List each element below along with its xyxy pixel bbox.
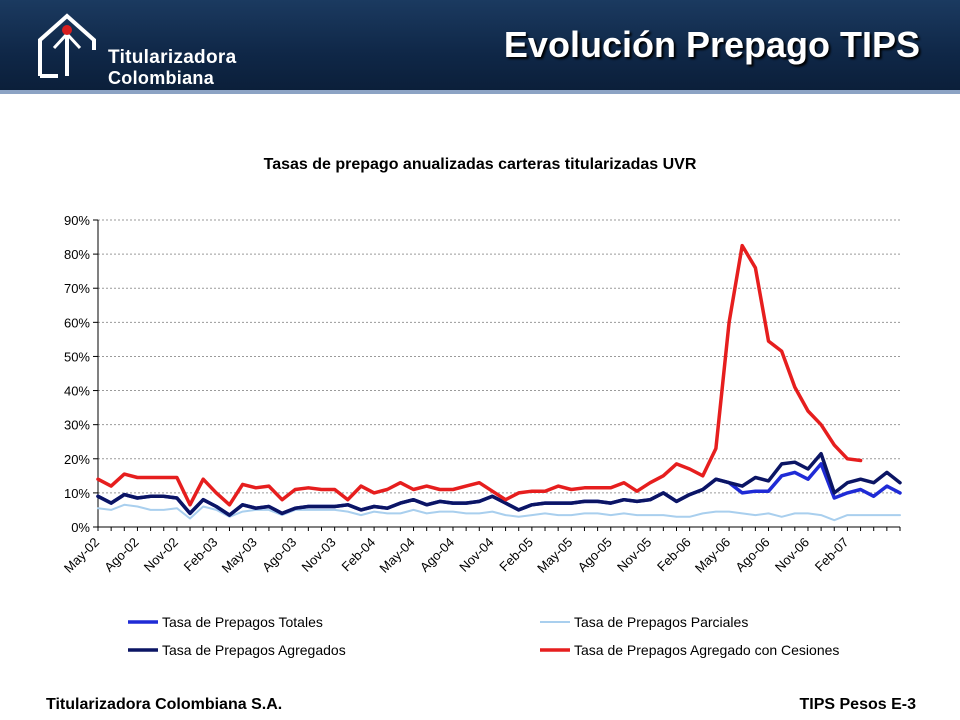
series-line-1 (97, 503, 901, 522)
x-tick-label: May-06 (692, 535, 733, 576)
header-divider (0, 90, 960, 94)
x-tick-label: May-03 (219, 535, 260, 576)
legend-label: Tasa de Prepagos Totales (162, 614, 323, 630)
page-title: Evolución Prepago TIPS (503, 24, 920, 65)
x-tick-label: Ago-05 (575, 535, 615, 575)
y-tick-label: 10% (64, 486, 90, 501)
x-tick-label: May-02 (61, 535, 102, 576)
x-tick-label: Feb-04 (338, 535, 378, 575)
logo-line2: Colombiana (108, 68, 215, 88)
series-line-3 (96, 243, 863, 507)
logo-red-dot (62, 25, 72, 35)
y-tick-label: 80% (64, 247, 90, 262)
house-logo-icon (38, 13, 96, 78)
y-tick-label: 70% (64, 281, 90, 296)
company-logo: Titularizadora Colombiana (34, 10, 254, 88)
x-tick-label: Nov-05 (614, 535, 654, 575)
x-tick-label: Feb-07 (812, 535, 852, 575)
x-tick-label: Feb-03 (181, 535, 221, 575)
x-tick-label: Ago-02 (101, 535, 141, 575)
x-tick-label: Ago-06 (732, 535, 772, 575)
x-tick-label: Nov-02 (141, 535, 181, 575)
chart-title: Tasas de prepago anualizadas carteras ti… (263, 156, 697, 173)
y-tick-label: 20% (64, 452, 90, 467)
logo-line1: Titularizadora (108, 47, 237, 68)
x-tick-label: May-05 (534, 535, 575, 576)
x-tick-label: Nov-06 (772, 535, 812, 575)
x-tick-label: Feb-05 (496, 535, 536, 575)
x-tick-label: Feb-06 (654, 535, 694, 575)
x-tick-label: Ago-03 (259, 535, 299, 575)
x-tick-label: May-04 (376, 535, 417, 576)
footer-page-ref: TIPS Pesos E-3 (799, 696, 917, 713)
y-tick-label: 60% (64, 315, 90, 330)
y-tick-label: 90% (64, 213, 90, 228)
footer-company: Titularizadora Colombiana S.A. (46, 696, 283, 713)
series-line-2 (96, 451, 902, 517)
legend-label: Tasa de Prepagos Parciales (574, 614, 748, 630)
y-tick-label: 0% (71, 520, 90, 535)
x-tick-label: Nov-04 (456, 535, 496, 575)
y-tick-label: 50% (64, 349, 90, 364)
legend-label: Tasa de Prepagos Agregado con Cesiones (574, 642, 839, 658)
y-tick-label: 40% (64, 384, 90, 399)
x-tick-label: Nov-03 (299, 535, 339, 575)
header-bar: Titularizadora Colombiana Evolución Prep… (0, 0, 960, 90)
legend-label: Tasa de Prepagos Agregados (162, 642, 346, 658)
y-tick-label: 30% (64, 418, 90, 433)
x-tick-label: Ago-04 (417, 535, 457, 575)
